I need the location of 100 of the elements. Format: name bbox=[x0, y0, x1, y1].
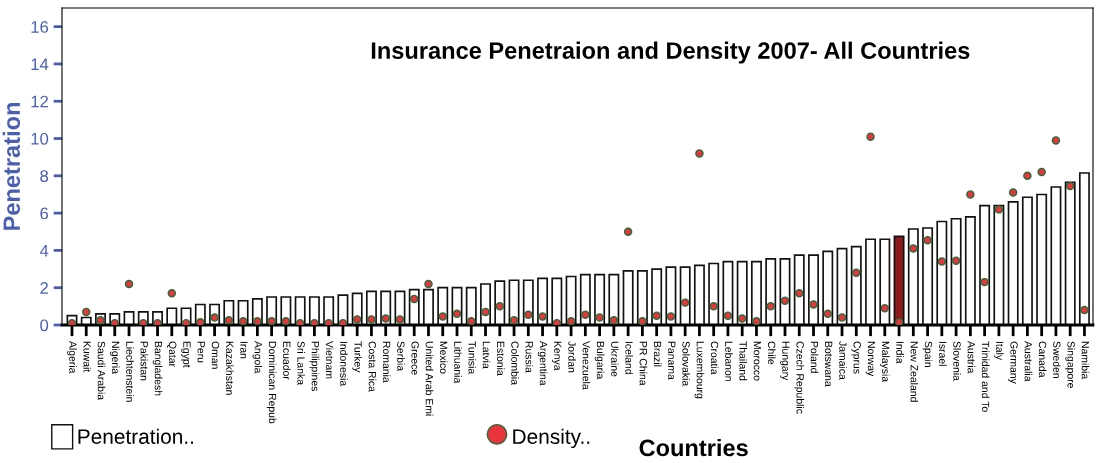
x-tick-label: Kenya bbox=[551, 341, 562, 371]
x-tick-label: New Zealand bbox=[910, 341, 919, 402]
bar bbox=[993, 204, 1005, 325]
x-tick-label: Germany bbox=[1008, 341, 1018, 384]
x-tick-label: Ukraine bbox=[611, 341, 619, 377]
x-tick-label: Iran bbox=[240, 341, 248, 359]
bar bbox=[950, 217, 962, 325]
x-tick-label: Costa Rica bbox=[368, 341, 377, 392]
bar bbox=[922, 227, 934, 325]
bar bbox=[936, 220, 948, 325]
x-tick-label: Namibia bbox=[1081, 341, 1090, 380]
x-tick-label: Morocco bbox=[753, 341, 761, 381]
x-tick-label: Singapore bbox=[1065, 341, 1076, 388]
x-tick-label: Trinidad and To bbox=[981, 341, 990, 412]
legend-label: Density.. bbox=[513, 428, 590, 449]
bar bbox=[793, 254, 805, 325]
x-tick-label: Algeria bbox=[67, 340, 77, 374]
bar bbox=[166, 307, 178, 325]
y-tick-label: 12 bbox=[31, 95, 48, 108]
x-tick-label: Tunisia bbox=[468, 341, 477, 375]
y-tick-label: 2 bbox=[40, 282, 48, 294]
x-tick-label: Norway bbox=[865, 341, 876, 377]
x-tick-label: Angola bbox=[252, 340, 263, 374]
y-tick-label: 4 bbox=[39, 244, 49, 257]
x-tick-label: Dominican Repub bbox=[266, 341, 277, 424]
x-tick-label: Saudi Arabia bbox=[97, 341, 106, 401]
y-tick-label: 10 bbox=[31, 132, 49, 145]
x-tick-label: Italy bbox=[994, 341, 1004, 361]
x-tick-label: Argentina bbox=[537, 340, 548, 386]
bar bbox=[708, 262, 720, 325]
bar bbox=[1050, 186, 1062, 325]
x-tick-label: Philippines bbox=[309, 341, 320, 391]
x-tick-label: Czech Republic bbox=[794, 341, 805, 414]
x-tick-label: Serbia bbox=[397, 341, 405, 372]
bar bbox=[850, 245, 862, 325]
x-tick-label: Slovenia bbox=[953, 341, 961, 381]
x-tick-label: Mexico bbox=[439, 341, 448, 374]
y-tick-label: 6 bbox=[40, 207, 49, 220]
x-tick-label: Canada bbox=[1038, 341, 1047, 378]
y-tick-label: 8 bbox=[40, 170, 49, 183]
x-tick-label: Kazakhstan bbox=[226, 341, 234, 395]
bar bbox=[622, 270, 634, 325]
x-tick-label: Ecuador bbox=[283, 341, 291, 380]
x-tick-label: Sweden bbox=[1053, 341, 1061, 378]
x-tick-label: Qatar bbox=[167, 341, 177, 367]
x-tick-label: Cyprus bbox=[851, 341, 861, 374]
x-tick-label: Lebanon bbox=[725, 341, 733, 381]
x-tick-label: Spain bbox=[922, 341, 933, 367]
x-tick-label: Brazil bbox=[653, 341, 662, 367]
x-tick-label: Solovakia bbox=[682, 341, 691, 387]
x-tick-label: Lithuania bbox=[454, 341, 462, 384]
bar bbox=[808, 254, 819, 325]
bar bbox=[750, 260, 762, 325]
y-tick-label: 14 bbox=[31, 58, 49, 70]
bar bbox=[979, 204, 991, 325]
y-tick-label: 0 bbox=[40, 319, 49, 332]
x-tick-label: Egypt bbox=[181, 341, 191, 368]
legend-label: Penetration.. bbox=[78, 428, 194, 444]
bar bbox=[1036, 193, 1048, 325]
x-tick-label: Peru bbox=[197, 341, 205, 363]
x-tick-label: Malaysia bbox=[879, 341, 890, 383]
x-tick-label: Israel bbox=[939, 341, 947, 366]
text: Insurance Penetraion and Density 2007- All Countries bbox=[371, 41, 970, 64]
bar bbox=[865, 238, 877, 325]
x-tick-label: Greece bbox=[411, 341, 419, 375]
bar bbox=[964, 216, 976, 325]
x-tick-label: Romania bbox=[382, 341, 391, 383]
bar bbox=[1021, 196, 1033, 325]
x-tick-label: Venezuela bbox=[582, 341, 591, 390]
bar bbox=[893, 235, 905, 325]
bar bbox=[765, 257, 777, 325]
y-axis-title: Penetration bbox=[2, 103, 21, 230]
x-tick-label: Iceland bbox=[625, 341, 633, 374]
x-tick-label: Pakistan bbox=[140, 341, 149, 381]
bar bbox=[1007, 201, 1019, 325]
x-tick-label: India bbox=[896, 341, 904, 364]
x-tick-label: Turkey bbox=[352, 341, 363, 373]
x-tick-label: Bangladesh bbox=[152, 341, 163, 396]
bar bbox=[722, 260, 734, 325]
bar bbox=[1064, 181, 1076, 325]
x-tick-label: Colombia bbox=[511, 341, 519, 385]
x-tick-label: United Arab Emi bbox=[425, 341, 434, 416]
x-tick-label: Sri Lanka bbox=[297, 341, 305, 385]
x-tick-label: Vietnam bbox=[325, 341, 334, 379]
x-tick-label: Australia bbox=[1024, 340, 1033, 382]
x-tick-label: Liechtenstein bbox=[126, 341, 134, 402]
bar bbox=[551, 277, 563, 325]
x-tick-label: Indonesia bbox=[340, 341, 348, 387]
bar bbox=[879, 238, 891, 325]
x-tick-label: PR China bbox=[639, 341, 648, 386]
x-tick-label: Botswana bbox=[824, 341, 833, 387]
x-axis-title: Countries bbox=[639, 438, 748, 457]
x-tick-label: Bulgaria bbox=[594, 341, 605, 380]
x-tick-label: Jamaica bbox=[839, 341, 847, 380]
bar bbox=[665, 266, 677, 325]
x-tick-label: Poland bbox=[810, 341, 819, 373]
bar bbox=[907, 228, 919, 325]
y-tick-label: 16 bbox=[31, 21, 49, 33]
x-tick-label: Croatia bbox=[710, 341, 719, 375]
bar bbox=[822, 250, 834, 325]
